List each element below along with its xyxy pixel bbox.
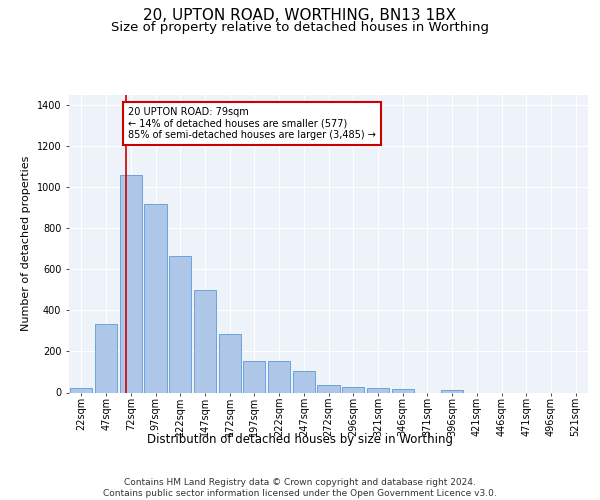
- Bar: [441, 390, 463, 392]
- Bar: [194, 290, 216, 392]
- Bar: [95, 324, 117, 392]
- Bar: [243, 360, 265, 392]
- Bar: [145, 204, 167, 392]
- Text: Contains HM Land Registry data © Crown copyright and database right 2024.
Contai: Contains HM Land Registry data © Crown c…: [103, 478, 497, 498]
- Text: 20, UPTON ROAD, WORTHING, BN13 1BX: 20, UPTON ROAD, WORTHING, BN13 1BX: [143, 8, 457, 22]
- Bar: [119, 175, 142, 392]
- Bar: [367, 388, 389, 392]
- Bar: [293, 371, 315, 392]
- Bar: [317, 385, 340, 392]
- Bar: [70, 388, 92, 392]
- Bar: [169, 256, 191, 392]
- Text: 20 UPTON ROAD: 79sqm
← 14% of detached houses are smaller (577)
85% of semi-deta: 20 UPTON ROAD: 79sqm ← 14% of detached h…: [128, 107, 376, 140]
- Bar: [218, 334, 241, 392]
- Text: Size of property relative to detached houses in Worthing: Size of property relative to detached ho…: [111, 21, 489, 34]
- Bar: [342, 388, 364, 392]
- Bar: [392, 390, 414, 392]
- Text: Distribution of detached houses by size in Worthing: Distribution of detached houses by size …: [147, 432, 453, 446]
- Y-axis label: Number of detached properties: Number of detached properties: [21, 156, 31, 332]
- Bar: [268, 360, 290, 392]
